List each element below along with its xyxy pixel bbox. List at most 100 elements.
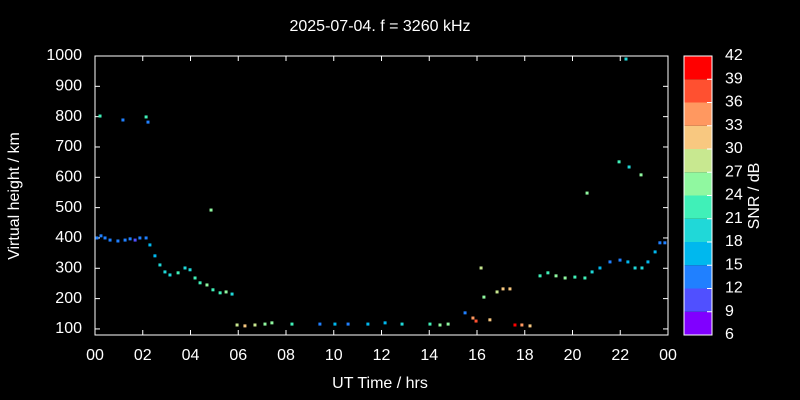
point bbox=[243, 324, 247, 328]
point bbox=[205, 283, 209, 287]
colorbar-band bbox=[684, 311, 712, 335]
point bbox=[446, 322, 450, 326]
x-tick-label: 14 bbox=[420, 347, 438, 364]
point bbox=[608, 260, 612, 264]
chart-title: 2025-07-04. f = 3260 kHz bbox=[289, 18, 470, 35]
point bbox=[218, 291, 222, 295]
point bbox=[263, 322, 267, 326]
y-tick-label: 300 bbox=[55, 260, 82, 277]
point bbox=[235, 323, 239, 327]
colorbar-tick-label: 9 bbox=[725, 303, 734, 320]
point bbox=[474, 319, 478, 323]
colorbar-band bbox=[684, 242, 712, 266]
point bbox=[121, 118, 125, 122]
x-tick-label: 10 bbox=[325, 347, 343, 364]
point bbox=[471, 316, 475, 320]
colorbar-tick-label: 42 bbox=[725, 47, 743, 64]
point bbox=[639, 173, 643, 177]
colorbar-band bbox=[684, 56, 712, 80]
point bbox=[133, 238, 137, 242]
x-tick-label: 12 bbox=[373, 347, 391, 364]
point bbox=[270, 321, 274, 325]
point bbox=[626, 260, 630, 264]
point bbox=[153, 254, 157, 258]
colorbar-band bbox=[684, 149, 712, 173]
point bbox=[163, 270, 167, 274]
y-tick-label: 900 bbox=[55, 78, 82, 95]
point bbox=[538, 274, 542, 278]
point bbox=[658, 241, 662, 245]
point bbox=[333, 322, 337, 326]
colorbar-tick-label: 18 bbox=[725, 233, 743, 250]
x-axis-label: UT Time / hrs bbox=[332, 375, 428, 392]
point bbox=[585, 191, 589, 195]
colorbar-tick-label: 27 bbox=[725, 163, 743, 180]
colorbar-tick-label: 21 bbox=[725, 210, 743, 227]
colorbar-tick-label: 36 bbox=[725, 94, 743, 111]
point bbox=[617, 160, 621, 164]
colorbar-tick-label: 33 bbox=[725, 117, 743, 134]
colorbar-band bbox=[684, 172, 712, 196]
point bbox=[318, 322, 322, 326]
point bbox=[224, 290, 228, 294]
point bbox=[573, 275, 577, 279]
y-tick-label: 500 bbox=[55, 199, 82, 216]
x-tick-label: 22 bbox=[611, 347, 629, 364]
point bbox=[144, 115, 148, 119]
x-tick-label: 20 bbox=[564, 347, 582, 364]
point bbox=[627, 165, 631, 169]
point bbox=[508, 287, 512, 291]
point bbox=[168, 273, 172, 277]
colorbar-band bbox=[684, 79, 712, 103]
colorbar-tick-label: 6 bbox=[725, 326, 734, 343]
x-tick-label: 16 bbox=[468, 347, 486, 364]
point bbox=[209, 208, 213, 212]
point bbox=[148, 243, 152, 247]
point bbox=[528, 324, 532, 328]
colorbar-tick-label: 15 bbox=[725, 256, 743, 273]
colorbar-band bbox=[684, 102, 712, 126]
point bbox=[346, 322, 350, 326]
colorbar-band bbox=[684, 218, 712, 242]
point bbox=[230, 292, 234, 296]
x-tick-label: 06 bbox=[229, 347, 247, 364]
x-tick-label: 18 bbox=[516, 347, 534, 364]
point bbox=[618, 258, 622, 262]
point bbox=[624, 57, 628, 61]
colorbar-band bbox=[684, 125, 712, 149]
x-tick-label: 08 bbox=[277, 347, 295, 364]
point bbox=[590, 270, 594, 274]
point bbox=[144, 236, 148, 240]
colorbar-band bbox=[684, 195, 712, 219]
point bbox=[663, 241, 667, 245]
point bbox=[158, 263, 162, 267]
y-tick-label: 200 bbox=[55, 290, 82, 307]
colorbar-tick-label: 39 bbox=[725, 70, 743, 87]
colorbar-tick-label: 12 bbox=[725, 280, 743, 297]
point bbox=[211, 288, 215, 292]
point bbox=[646, 260, 650, 264]
colorbar-band bbox=[684, 288, 712, 312]
point bbox=[146, 120, 150, 124]
point bbox=[633, 266, 637, 270]
point bbox=[128, 237, 132, 241]
point bbox=[583, 276, 587, 280]
colorbar-band bbox=[684, 265, 712, 289]
x-tick-label: 02 bbox=[134, 347, 152, 364]
point bbox=[193, 276, 197, 280]
y-tick-label: 700 bbox=[55, 138, 82, 155]
point bbox=[463, 311, 467, 315]
y-tick-label: 800 bbox=[55, 108, 82, 125]
point bbox=[366, 322, 370, 326]
point bbox=[488, 318, 492, 322]
point bbox=[479, 266, 483, 270]
point bbox=[123, 238, 127, 242]
point bbox=[108, 238, 112, 242]
point bbox=[290, 322, 294, 326]
point bbox=[198, 281, 202, 285]
point bbox=[438, 323, 442, 327]
point bbox=[640, 266, 644, 270]
point bbox=[554, 274, 558, 278]
point bbox=[138, 236, 142, 240]
